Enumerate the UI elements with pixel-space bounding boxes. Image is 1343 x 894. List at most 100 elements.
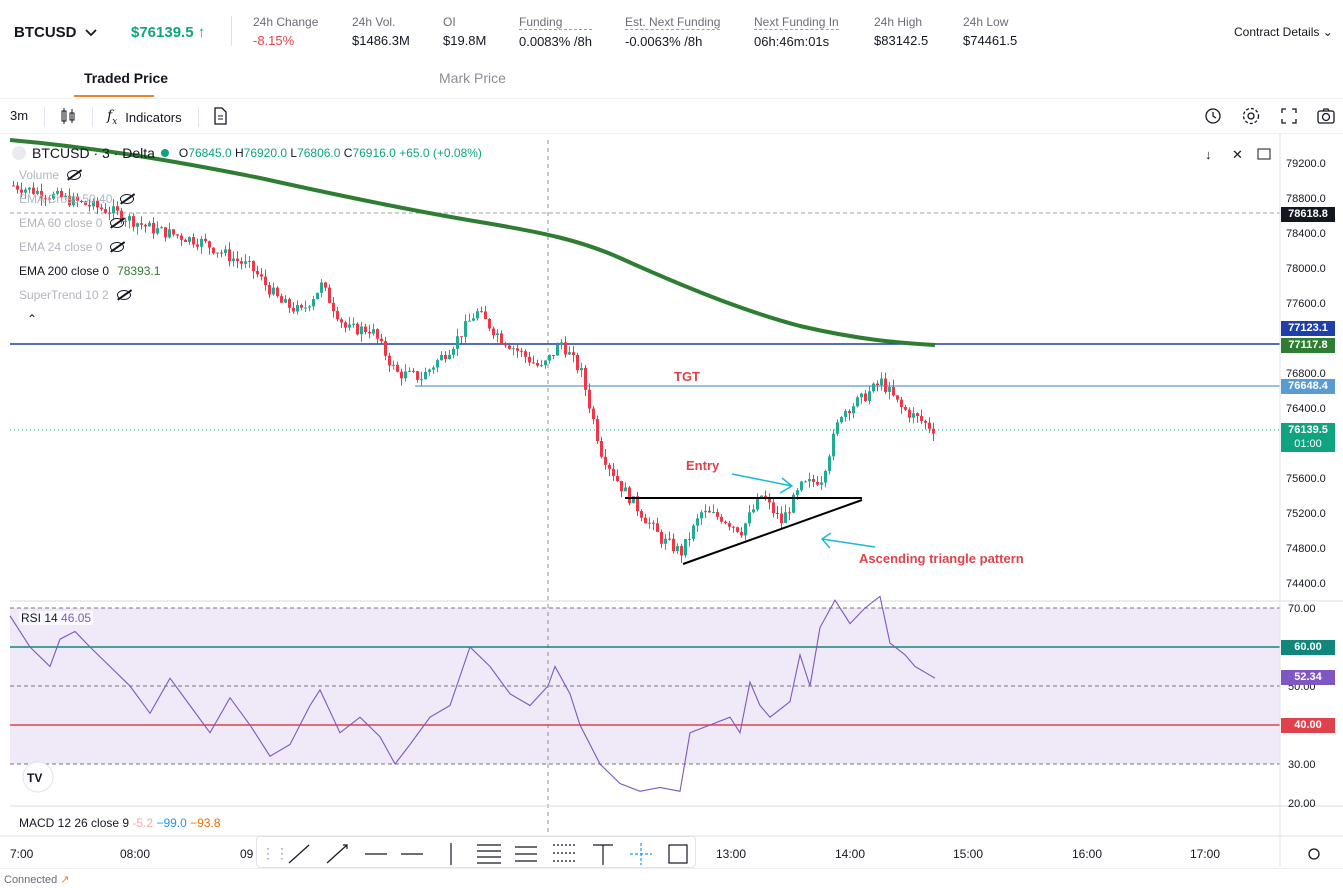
candle [296,300,299,315]
candle [376,328,379,345]
fib-icon[interactable] [477,844,501,864]
document-icon[interactable] [209,105,231,127]
camera-icon[interactable] [1315,105,1337,127]
price-label-77117: 77117.8 [1281,338,1335,353]
contract-details-button[interactable]: Contract Details ⌄ [1234,25,1333,39]
external-link-icon[interactable]: ↗ [60,874,70,886]
candle [292,302,295,314]
candle [600,436,603,459]
gear-icon[interactable] [1308,848,1320,860]
candles-icon[interactable] [57,105,79,127]
candle [156,221,159,236]
divider [92,107,93,127]
price-tick-label: 78800.0 [1286,193,1326,205]
tab-mark-price[interactable]: Mark Price [439,70,506,86]
legend-symbol[interactable]: BTCUSD · 3 · Delta [12,145,169,161]
candle [100,204,103,212]
candle [388,352,391,372]
symbol-name: BTCUSD [14,24,77,41]
candle [80,199,83,204]
candle [904,404,907,411]
drag-handle-icon[interactable]: ⋮⋮ [261,845,289,861]
maximize-icon[interactable] [1257,148,1271,160]
candle [616,469,619,482]
candle [68,188,71,208]
candle [928,417,931,433]
ray-icon[interactable] [326,844,348,864]
rectangle-tool-icon[interactable] [668,844,688,864]
eye-off-icon[interactable] [116,290,131,300]
price-tick-label: 77600.0 [1286,298,1326,310]
symbol-selector[interactable]: BTCUSD [14,24,97,41]
candle [676,543,679,555]
candle [40,183,43,206]
pattern-label: Ascending triangle pattern [859,551,1024,566]
candle [832,429,835,461]
candle [416,370,419,383]
tab-traded-price[interactable]: Traded Price [84,70,169,86]
rsi-tick-label: 30.00 [1288,759,1316,771]
rsi-legend[interactable]: RSI 14 46.05 [19,611,94,625]
candle [20,182,23,198]
candle [252,260,255,279]
indicator-supertrend[interactable]: SuperTrend 10 2 [19,283,482,307]
indicator-volume[interactable]: Volume [19,163,482,187]
macd-legend[interactable]: MACD 12 26 close 9 -5.2 −99.0 −93.8 [19,816,221,830]
gear-icon[interactable] [1240,105,1262,127]
indicators-button[interactable]: fx Indicators [107,108,182,127]
stat-next-funding-in[interactable]: Next Funding In 06h:46m:01s [754,15,839,49]
candle [380,333,383,344]
eye-off-icon[interactable] [110,218,125,228]
candle [572,345,575,363]
candle [268,282,271,299]
candle [540,359,543,368]
collapse-legend-button[interactable]: ⌃ [27,307,482,331]
text-tool-icon[interactable] [593,844,613,865]
price-label-last: 76139.5 [1281,423,1335,437]
pitchfork-icon[interactable] [553,844,575,862]
price-tick-label: 78000.0 [1286,263,1326,275]
indicator-ema-cross[interactable]: EMA Cross 50 40 [19,187,482,211]
candle [692,523,695,542]
candle [440,351,443,361]
chevron-up-icon: ⌃ [27,312,38,326]
eye-off-icon[interactable] [67,170,82,180]
candle [220,249,223,258]
candle [524,349,527,363]
time-tick-label: 09 [240,847,254,861]
candle [824,469,827,488]
channel-icon[interactable] [515,846,537,862]
candle [772,497,775,518]
candle [608,462,611,477]
candle [320,278,323,298]
candle [564,336,567,358]
arrow-down-icon[interactable]: ↓ [1205,147,1212,162]
stat-24h-high: 24h High $83142.5 [874,15,929,48]
candle [628,486,631,506]
close-icon[interactable]: ✕ [1232,147,1243,162]
candle [668,531,671,541]
stat-funding[interactable]: Funding 0.0083% /8h [519,15,593,49]
indicator-ema-60[interactable]: EMA 60 close 0 [19,211,482,235]
stat-est-next-funding[interactable]: Est. Next Funding -0.0063% /8h [625,15,721,49]
trendline-icon[interactable] [288,844,310,864]
indicator-ema-200[interactable]: EMA 200 close 0 78393.1 [19,264,161,278]
alert-clock-icon[interactable] [1202,105,1224,127]
candle [260,268,263,281]
interval-button[interactable]: 3m [10,108,29,123]
indicator-ema-24[interactable]: EMA 24 close 0 [19,235,482,259]
candle [276,286,279,298]
eye-off-icon[interactable] [120,194,135,204]
eye-off-icon[interactable] [110,242,125,252]
stat-24h-change: 24h Change -8.15% [253,15,319,48]
candle [680,543,683,563]
fullscreen-icon[interactable] [1278,105,1300,127]
candle [840,416,843,424]
candle [236,250,239,269]
candle [736,526,739,534]
crosshair-icon[interactable] [630,843,652,865]
candle [180,233,183,247]
candle [592,405,595,425]
candle [204,233,207,244]
